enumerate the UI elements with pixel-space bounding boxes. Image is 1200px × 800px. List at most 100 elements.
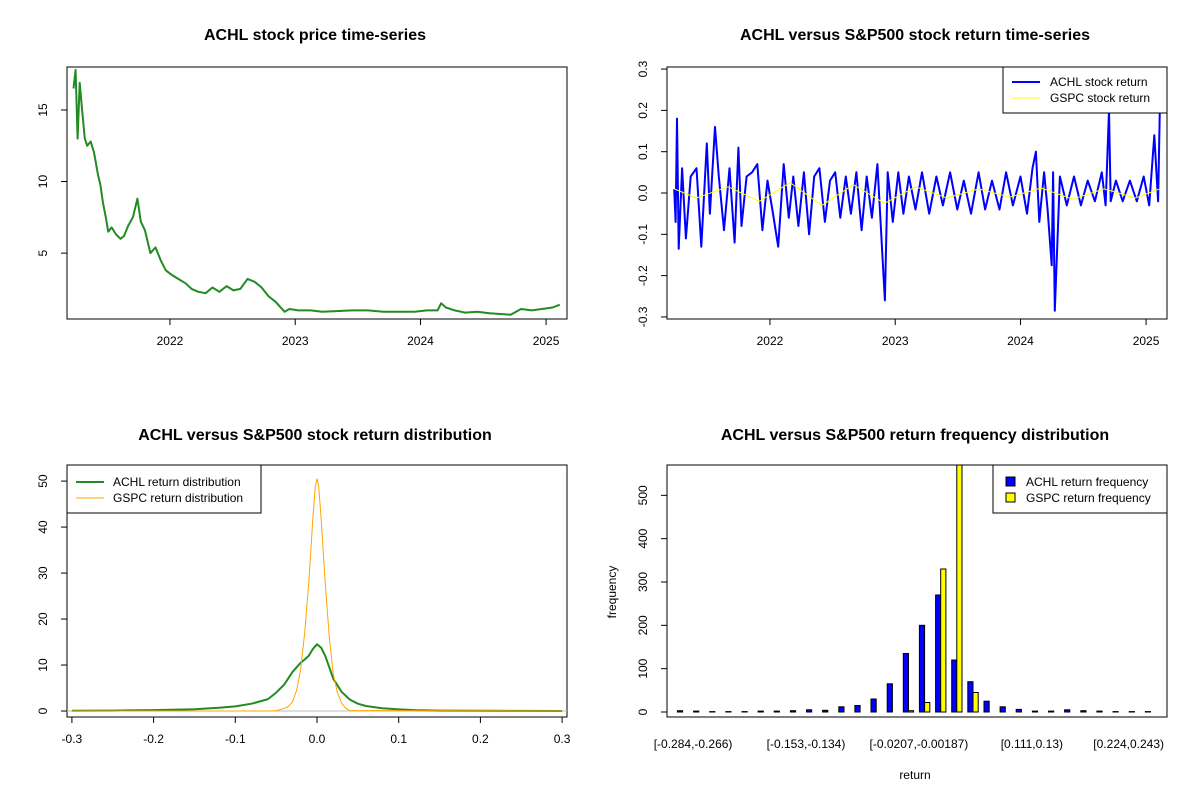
legend-label-achl-distribution: ACHL return distribution	[113, 475, 241, 489]
chart-title-distribution: ACHL versus S&P500 stock return distribu…	[138, 427, 492, 444]
x-axis-label-frequency: return	[899, 768, 930, 782]
series-line-gspc-return-distribution	[71, 478, 563, 712]
bar-gspc-return-frequency	[907, 710, 915, 713]
x-tick-label: 2022	[157, 334, 184, 348]
series-line-achl-price	[72, 68, 561, 316]
bar-achl-return-frequency	[806, 709, 813, 713]
legend-distribution: ACHL return distribution GSPC return dis…	[66, 464, 262, 514]
y-tick-label: 10	[36, 658, 50, 672]
y-tick-label: 300	[636, 572, 650, 592]
chart-title-returns: ACHL versus S&P500 stock return time-ser…	[740, 27, 1090, 44]
bar-gspc-return-frequency	[972, 692, 979, 713]
bar-achl-return-frequency	[1080, 710, 1087, 713]
x-category-label: [-0.153,-0.134)	[767, 737, 846, 751]
bar-achl-return-frequency	[789, 710, 797, 713]
panel-returns: ACHL versus S&P500 stock return time-ser…	[636, 27, 1168, 348]
x-tick-label: 2023	[882, 334, 909, 348]
y-axis-label-frequency: frequency	[605, 566, 619, 619]
axes-frequency: 0 100 200 300 400 500 [-0.284,-0.266) [-0.153,-…	[636, 485, 1164, 751]
x-tick-label: 0.3	[554, 732, 571, 746]
legend-label-gspc-frequency: GSPC return frequency	[1026, 491, 1151, 505]
bar-gspc-return-frequency	[940, 568, 947, 713]
x-tick-label: 0.2	[472, 732, 489, 746]
x-category-label: [0.111,0.13)	[1001, 737, 1063, 751]
y-tick-label: 5	[36, 249, 50, 256]
bar-achl-return-frequency	[757, 710, 764, 713]
x-tick-label: 0.0	[309, 732, 326, 746]
bar-achl-return-frequency	[693, 710, 700, 713]
legend-box	[992, 464, 1168, 514]
y-tick-label: 0.1	[636, 143, 650, 160]
bar-achl-return-frequency	[870, 698, 877, 713]
y-tick-label: 200	[636, 615, 650, 635]
bar-achl-return-frequency	[1015, 708, 1022, 713]
bar-achl-return-frequency	[951, 659, 958, 713]
bar-achl-return-frequency	[1096, 710, 1103, 713]
x-category-label: [-0.0207,-0.00187)	[870, 737, 969, 751]
y-tick-label: 0.0	[636, 184, 650, 201]
y-tick-label: 400	[636, 528, 650, 548]
chart-title-price: ACHL stock price time-series	[204, 27, 426, 44]
chart-title-frequency: ACHL versus S&P500 return frequency dist…	[721, 427, 1109, 444]
legend-label-achl-frequency: ACHL return frequency	[1026, 475, 1148, 489]
y-tick-label: 30	[36, 566, 50, 580]
y-tick-label: 0	[636, 708, 650, 715]
y-tick-label: 15	[36, 103, 50, 117]
x-tick-label: 2024	[1007, 334, 1034, 348]
x-tick-label: -0.3	[62, 732, 83, 746]
bar-achl-return-frequency	[902, 653, 909, 713]
bar-achl-return-frequency	[822, 709, 829, 713]
y-tick-label: 50	[36, 474, 50, 488]
y-tick-label: 0	[36, 707, 50, 714]
series-line-gspc-stock-return	[674, 182, 1160, 206]
bar-gspc-return-frequency	[956, 464, 963, 713]
x-tick-label: 0.1	[390, 732, 407, 746]
series-returns	[673, 109, 1161, 312]
legend-box	[66, 464, 262, 514]
bar-achl-return-frequency	[676, 710, 684, 713]
y-tick-label: 40	[36, 520, 50, 534]
y-tick-label: 0.2	[636, 102, 650, 119]
bar-achl-return-frequency	[838, 706, 845, 713]
y-tick-label: 0.3	[636, 60, 650, 77]
bar-achl-return-frequency	[967, 681, 974, 713]
x-category-label: [0.224,0.243)	[1093, 737, 1164, 751]
legend-label-gspc-distribution: GSPC return distribution	[113, 491, 243, 505]
axes-price: 2022 2023 2024 2025 5 10 15	[36, 103, 560, 348]
panel-price: ACHL stock price time-series 2022 2023 202…	[36, 27, 568, 348]
x-tick-label: 2023	[282, 334, 309, 348]
bar-achl-return-frequency	[773, 710, 780, 713]
series-line-achl-stock-return	[673, 109, 1161, 312]
series-price	[72, 68, 561, 316]
bar-achl-return-frequency	[983, 700, 990, 713]
legend-label-gspc-return: GSPC stock return	[1050, 91, 1150, 105]
x-tick-label: -0.2	[143, 732, 164, 746]
series-distribution	[67, 478, 567, 712]
bar-achl-return-frequency	[1031, 710, 1039, 713]
y-tick-label: -0.2	[636, 265, 650, 286]
legend-frequency: ACHL return frequency GSPC return freque…	[992, 464, 1168, 514]
bar-gspc-return-frequency	[924, 702, 931, 713]
plot-frame-frequency	[666, 464, 1168, 718]
legend-swatch-achl-frequency	[1005, 476, 1016, 487]
x-category-label: [-0.284,-0.266)	[654, 737, 733, 751]
panel-frequency: ACHL versus S&P500 return frequency dist…	[605, 427, 1168, 782]
series-frequency	[676, 464, 1152, 713]
y-tick-label: 20	[36, 612, 50, 626]
x-tick-label: 2022	[757, 334, 784, 348]
x-tick-label: 2024	[407, 334, 434, 348]
y-tick-label: 10	[36, 175, 50, 189]
legend-box	[1002, 66, 1168, 114]
x-tick-label: -0.1	[225, 732, 246, 746]
panel-distribution: ACHL versus S&P500 stock return distribu…	[36, 427, 571, 746]
x-tick-label: 2025	[533, 334, 560, 348]
bar-achl-return-frequency	[1064, 709, 1071, 713]
y-tick-label: 100	[636, 658, 650, 678]
bar-achl-return-frequency	[935, 594, 942, 713]
bar-achl-return-frequency	[886, 683, 893, 713]
y-tick-label: -0.3	[636, 306, 650, 327]
legend-returns: ACHL stock return GSPC stock return	[1002, 66, 1168, 114]
bar-achl-return-frequency	[1048, 710, 1055, 713]
legend-swatch-gspc-frequency	[1005, 492, 1016, 503]
